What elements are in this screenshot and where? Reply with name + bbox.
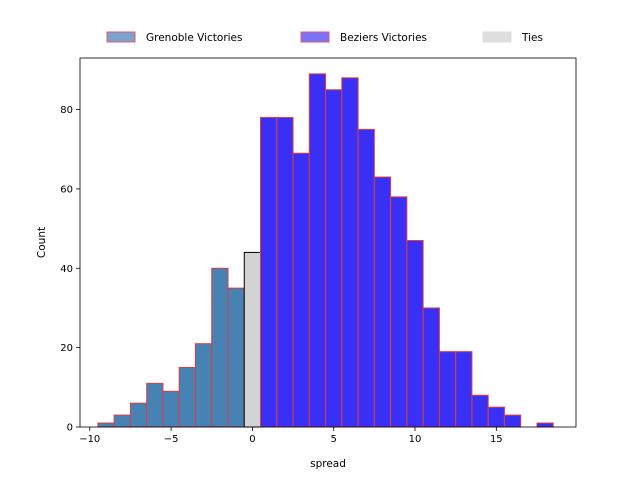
bar-grenoble-victories-8 [227,287,245,428]
x-tick-label: −5 [164,434,179,445]
bar-grenoble-victories-3 [146,382,164,428]
bar-grenoble-victories-5 [178,366,196,428]
bar-beziers-victories-4 [325,89,343,428]
x-tick-label: 5 [331,434,337,445]
bar-beziers-victories-2 [292,152,310,428]
bar-beziers-victories-11 [438,351,457,428]
histogram-bars [97,73,554,428]
y-axis-label: Count [36,227,48,258]
bar-beziers-victories-13 [471,394,489,428]
x-tick-label: −10 [79,434,100,445]
bar-beziers-victories-10 [422,307,440,428]
bar-grenoble-victories-2 [129,402,148,428]
bar-grenoble-victories-4 [162,390,180,428]
bar-beziers-victories-8 [390,196,408,428]
bar-grenoble-victories-7 [211,267,229,428]
legend: Grenoble Victories Beziers Victories Ties [106,31,543,44]
bar-beziers-victories-15 [503,414,522,428]
bar-beziers-victories-6 [357,128,375,428]
bar-beziers-victories-7 [373,176,392,428]
legend-swatch [300,31,330,43]
x-tick-label: 0 [249,434,255,445]
bar-beziers-victories-16 [536,422,554,428]
bar-beziers-victories-9 [406,240,424,428]
plot-frame [79,57,577,428]
x-tick-label: 15 [490,434,503,445]
y-tick-label: 60 [60,184,73,195]
bar-grenoble-victories-0 [97,422,115,428]
bar-ties-0 [243,251,262,428]
bar-beziers-victories-12 [455,351,473,428]
bar-beziers-victories-1 [276,117,294,428]
bar-grenoble-victories-1 [113,414,131,428]
y-tick-label: 20 [60,343,73,354]
legend-swatch [106,31,136,43]
y-tick-label: 0 [67,423,73,434]
y-axis-ticks: 0 20 40 60 80 [60,105,80,434]
bar-beziers-victories-14 [487,406,505,428]
bar-beziers-victories-3 [308,73,327,428]
legend-label: Beziers Victories [340,32,427,44]
y-tick-label: 80 [60,105,73,116]
x-tick-label: 10 [409,434,422,445]
bar-beziers-victories-5 [341,77,359,428]
x-axis-ticks: −10 −5 0 5 10 15 [79,427,503,445]
bar-beziers-victories-0 [260,117,278,428]
y-tick-label: 40 [60,264,73,275]
x-axis-label: spread [310,458,346,470]
legend-swatch [482,31,512,43]
legend-label: Grenoble Victories [146,32,243,44]
legend-label: Ties [521,32,543,44]
bar-grenoble-victories-6 [194,343,213,428]
